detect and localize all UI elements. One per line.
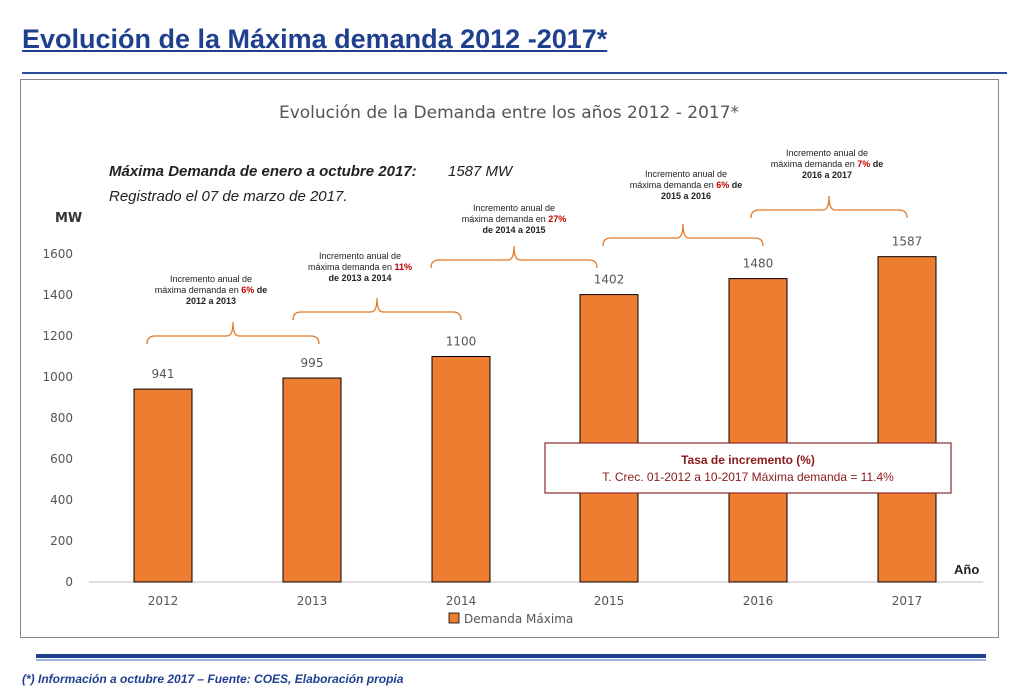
y-tick-label-600: 600	[50, 452, 73, 466]
increment-5-line2: máxima demanda en 7% de	[771, 159, 884, 169]
y-axis-label: MW	[55, 211, 82, 226]
y-tick-label-400: 400	[50, 493, 73, 507]
increment-1-line1: Incremento anual de	[170, 274, 252, 284]
legend: Demanda Máxima	[448, 612, 573, 626]
increment-4-suffix: de	[729, 180, 742, 190]
bar-2016	[728, 278, 788, 583]
x-tick-label-2016: 2016	[743, 594, 774, 608]
bar-2015	[579, 294, 639, 583]
increment-2-line1: Incremento anual de	[319, 251, 401, 261]
increment-brace-1	[146, 321, 320, 345]
chart-svg: Evolución de la Demanda entre los años 2…	[42, 103, 983, 626]
y-tick-labels: 0 200 400 600 800 1000 1200 1400 1600	[42, 247, 73, 589]
annotation-line1-value: 1587 MW	[448, 163, 514, 180]
x-axis-label: Año	[954, 562, 979, 577]
x-tick-label-2012: 2012	[148, 594, 179, 608]
increment-5-suffix: de	[870, 159, 883, 169]
x-tick-label-2015: 2015	[594, 594, 625, 608]
increment-3-line2: máxima demanda en 27%	[462, 214, 567, 224]
rate-box-frame	[544, 442, 952, 494]
footer-divider-light	[36, 659, 986, 661]
chart-title: Evolución de la Demanda entre los años 2…	[279, 103, 739, 123]
increment-4-line1: Incremento anual de	[645, 169, 727, 179]
y-tick-label-1000: 1000	[42, 370, 73, 384]
value-labels: 941 995 1100 1402 1480 1587	[152, 235, 923, 381]
increment-3-pct: 27%	[548, 214, 566, 224]
increment-5-line3: 2016 a 2017	[802, 170, 852, 180]
increment-2-text: máxima demanda en	[308, 262, 395, 272]
increment-1-pct: 6%	[241, 285, 254, 295]
increment-brace-2	[292, 297, 462, 321]
increment-5-line1: Incremento anual de	[786, 148, 868, 158]
title-divider	[22, 72, 1007, 74]
increment-1-line2: máxima demanda en 6% de	[155, 285, 268, 295]
increment-2-pct: 11%	[395, 262, 413, 272]
bar-2012	[133, 388, 193, 583]
increment-5-text: máxima demanda en	[771, 159, 858, 169]
increment-1-suffix: de	[254, 285, 267, 295]
increment-4-line3: 2015 a 2016	[661, 191, 711, 201]
increment-3-line3: de 2014 a 2015	[482, 225, 545, 235]
annotation-line2: Registrado el 07 de marzo de 2017.	[109, 188, 347, 205]
increment-5-pct: 7%	[857, 159, 870, 169]
increment-brace-5	[750, 195, 908, 219]
x-tick-label-2017: 2017	[892, 594, 923, 608]
increment-2-line3: de 2013 a 2014	[328, 273, 391, 283]
footnote: (*) Información a octubre 2017 – Fuente:…	[22, 672, 404, 686]
increment-4-text: máxima demanda en	[630, 180, 717, 190]
value-label-2014: 1100	[446, 335, 477, 349]
increment-brace-4	[602, 223, 764, 247]
footer-divider	[36, 654, 986, 658]
annotation-line1-bold: Máxima Demanda de enero a octubre 2017:	[109, 163, 417, 180]
increment-3-line1: Incremento anual de	[473, 203, 555, 213]
rate-box: Tasa de incremento (%) T. Crec. 01-2012 …	[544, 442, 952, 494]
x-tick-label-2013: 2013	[297, 594, 328, 608]
chart-frame: Evolución de la Demanda entre los años 2…	[20, 79, 999, 638]
x-tick-labels: 2012 2013 2014 2015 2016 2017	[148, 594, 923, 608]
increment-3-text: máxima demanda en	[462, 214, 549, 224]
bar-2013	[282, 377, 342, 583]
y-tick-label-0: 0	[65, 575, 73, 589]
legend-swatch	[448, 612, 460, 624]
rate-box-title: Tasa de incremento (%)	[681, 453, 815, 467]
y-tick-label-800: 800	[50, 411, 73, 425]
increment-1-line3: 2012 a 2013	[186, 296, 236, 306]
y-tick-label-200: 200	[50, 534, 73, 548]
legend-label: Demanda Máxima	[464, 612, 573, 626]
increment-4-line2: máxima demanda en 6% de	[630, 180, 743, 190]
increment-4-pct: 6%	[716, 180, 729, 190]
bar-2017	[877, 256, 937, 583]
y-tick-label-1400: 1400	[42, 288, 73, 302]
x-tick-label-2014: 2014	[446, 594, 477, 608]
value-label-2013: 995	[301, 356, 324, 370]
value-label-2016: 1480	[743, 257, 774, 271]
page-title: Evolución de la Máxima demanda 2012 -201…	[22, 24, 608, 54]
y-tick-label-1200: 1200	[42, 329, 73, 343]
bar-2014	[431, 356, 491, 583]
bars	[133, 256, 937, 583]
value-label-2012: 941	[152, 367, 175, 381]
y-tick-label-1600: 1600	[42, 247, 73, 261]
rate-box-text: T. Crec. 01-2012 a 10-2017 Máxima demand…	[602, 470, 894, 484]
increment-2-line2: máxima demanda en 11%	[308, 262, 412, 272]
increment-1-text: máxima demanda en	[155, 285, 242, 295]
increment-brace-3	[430, 245, 598, 269]
increment-braces	[146, 195, 908, 345]
value-label-2017: 1587	[892, 235, 923, 249]
value-label-2015: 1402	[594, 273, 625, 287]
